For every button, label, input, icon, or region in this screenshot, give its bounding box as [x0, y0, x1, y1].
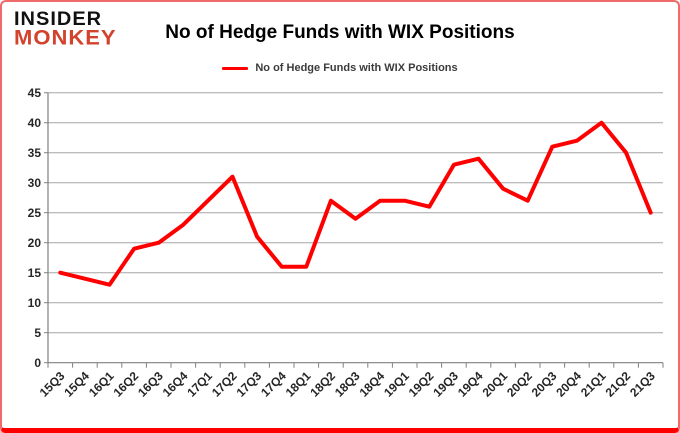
x-axis-tick-label: 16Q2: [111, 369, 142, 400]
chart-title: No of Hedge Funds with WIX Positions: [165, 22, 515, 43]
x-axis-tick-label: 17Q3: [234, 369, 265, 400]
y-axis-tick-label: 5: [34, 326, 41, 340]
gridlines: [48, 92, 663, 334]
line-chart-canvas: 0 5 10 15 20 25 30 35 40 45 15Q315Q416Q116Q216Q316…: [28, 86, 664, 400]
x-axis-tick-label: 20Q3: [529, 369, 560, 400]
logo-insider-text: INSIDER: [14, 8, 103, 30]
x-axis-tick-label: 19Q1: [381, 369, 412, 400]
insider-monkey-logo: INSIDER MONKEY: [14, 8, 117, 50]
x-axis-tick-label: 19Q4: [455, 369, 486, 400]
x-axis-tick-label: 19Q3: [430, 369, 461, 400]
logo-monkey-text: MONKEY: [14, 25, 117, 50]
x-axis-tick-label: 20Q4: [553, 369, 584, 400]
y-axis-tick-label: 30: [28, 176, 42, 190]
y-axis-tick-label: 10: [28, 296, 42, 310]
x-axis-tick-label: 18Q3: [332, 369, 363, 400]
x-axis-tick-label: 16Q4: [160, 369, 191, 400]
x-axis-tick-label: 21Q3: [627, 369, 658, 400]
y-axis-tick-label: 20: [28, 236, 42, 250]
x-axis-tick-label: 20Q1: [480, 369, 511, 400]
x-axis-tick-label: 20Q2: [504, 369, 535, 400]
x-axis-tick-label: 17Q4: [258, 369, 289, 400]
x-axis-tick-label: 18Q4: [357, 369, 388, 400]
x-axis-tick-label: 18Q1: [283, 369, 314, 400]
legend-label: No of Hedge Funds with WIX Positions: [255, 62, 458, 74]
series-line: [58, 120, 653, 287]
chart-legend: No of Hedge Funds with WIX Positions: [2, 62, 678, 74]
y-axis-tick-label: 40: [28, 116, 42, 130]
x-axis-tick-label: 15Q3: [37, 369, 68, 400]
x-axis-tick-label: 19Q2: [406, 369, 437, 400]
x-axis-tick-label: 21Q1: [578, 369, 609, 400]
x-axis-tick-label: 17Q1: [184, 369, 215, 400]
y-axis-tick-label: 45: [28, 86, 42, 100]
y-axis-tick-label: 0: [34, 356, 41, 370]
x-axis-tick-label: 15Q4: [61, 369, 92, 400]
y-axis-tick-label: 15: [28, 266, 42, 280]
axes: [44, 92, 664, 368]
x-axis-tick-label: 16Q3: [135, 369, 166, 400]
x-axis-tick-label: 17Q2: [209, 369, 240, 400]
y-axis-tick-label: 35: [28, 146, 42, 160]
x-axis-tick-label: 16Q1: [86, 369, 117, 400]
y-axis-tick-label: 25: [28, 206, 42, 220]
legend-line-swatch: [222, 66, 249, 70]
x-axis-tick-label: 21Q2: [603, 369, 634, 400]
x-axis-tick-label: 18Q2: [307, 369, 338, 400]
